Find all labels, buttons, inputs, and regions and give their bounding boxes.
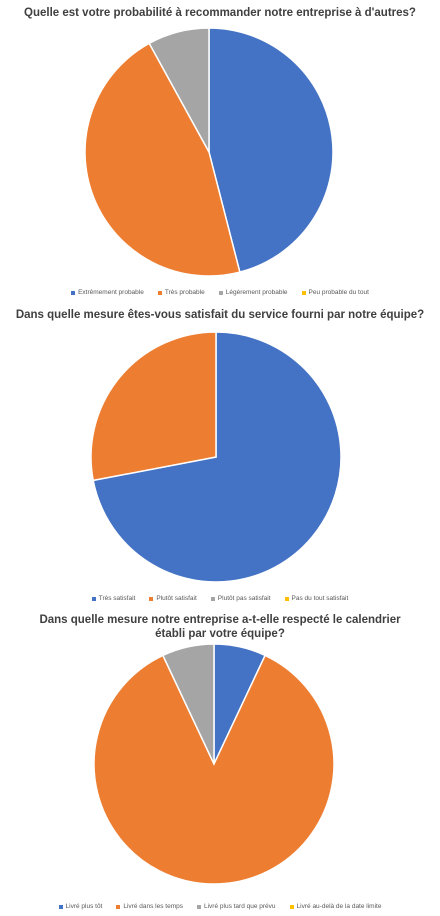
pie-slice-1 <box>92 331 342 583</box>
legend-item: Livré au-delà de la date limite <box>289 903 382 910</box>
legend-label: Très satisfait <box>98 595 136 602</box>
chart-1-pie <box>84 27 334 277</box>
legend-label: Livré dans les temps <box>123 903 183 910</box>
pie-slice-1 <box>208 27 334 274</box>
legend-swatch <box>157 290 162 295</box>
legend-item: Très probable <box>157 289 205 296</box>
chart-3-pie <box>93 643 335 885</box>
chart-1-legend: Extrêmement probable Très probable Légèrem… <box>0 289 440 296</box>
legend-swatch <box>218 290 223 295</box>
legend-label: Pas du tout satisfait <box>291 595 349 602</box>
legend-swatch <box>284 596 289 601</box>
legend-item: Peu probable du tout <box>301 289 369 296</box>
legend-label: Extrêmement probable <box>78 289 144 296</box>
chart-1: Quelle est votre probabilité à recommand… <box>0 0 440 305</box>
legend-item: Pas du tout satisfait <box>284 595 349 602</box>
pie-slice-3 <box>148 27 210 153</box>
legend-swatch <box>301 290 306 295</box>
chart-2-legend: Très satisfait Plutôt satisfait Plutôt pas… <box>0 595 440 602</box>
legend-item: Légèrement probable <box>218 289 288 296</box>
legend-swatch <box>289 904 294 909</box>
legend-item: Très satisfait <box>91 595 136 602</box>
legend-item: Livré plus tard que prévu <box>197 903 276 910</box>
legend-item: Plutôt pas satisfait <box>210 595 271 602</box>
legend-label: Livré au-delà de la date limite <box>296 903 382 910</box>
legend-label: Livré plus tard que prévu <box>204 903 276 910</box>
legend-label: Légèrement probable <box>225 289 288 296</box>
chart-3: Dans quelle mesure notre entreprise a-t-… <box>0 610 440 916</box>
chart-1-title: Quelle est votre probabilité à recommand… <box>24 7 416 19</box>
legend-swatch <box>71 290 76 295</box>
pie-slice-2 <box>93 654 335 885</box>
legend-swatch <box>91 596 96 601</box>
pie-slice-2 <box>84 42 241 277</box>
legend-swatch <box>197 904 201 909</box>
legend-swatch <box>58 904 63 909</box>
legend-label: Plutôt pas satisfait <box>217 595 271 602</box>
chart-2-title: Dans quelle mesure êtes-vous satisfait d… <box>15 309 425 321</box>
legend-item: Livré dans les temps <box>116 903 183 910</box>
legend-label: Plutôt satisfait <box>156 595 197 602</box>
legend-item: Extrêmement probable <box>71 289 144 296</box>
chart-2: Dans quelle mesure êtes-vous satisfait d… <box>0 305 440 610</box>
pie-slice-2 <box>90 331 217 482</box>
legend-swatch <box>116 904 121 909</box>
legend-item: Livré plus tôt <box>58 903 103 910</box>
chart-3-legend: Livré plus tôt Livré dans les temps Livré … <box>0 903 440 910</box>
legend-label: Livré plus tôt <box>65 903 103 910</box>
legend-swatch <box>210 596 215 601</box>
legend-swatch <box>149 596 154 601</box>
pie-slice-3 <box>161 643 215 765</box>
legend-label: Peu probable du tout <box>308 289 369 296</box>
chart-3-title: Dans quelle mesure notre entreprise a-t-… <box>39 614 401 640</box>
chart-2-pie <box>90 331 342 583</box>
legend-item: Plutôt satisfait <box>149 595 197 602</box>
legend-label: Très probable <box>164 289 205 296</box>
